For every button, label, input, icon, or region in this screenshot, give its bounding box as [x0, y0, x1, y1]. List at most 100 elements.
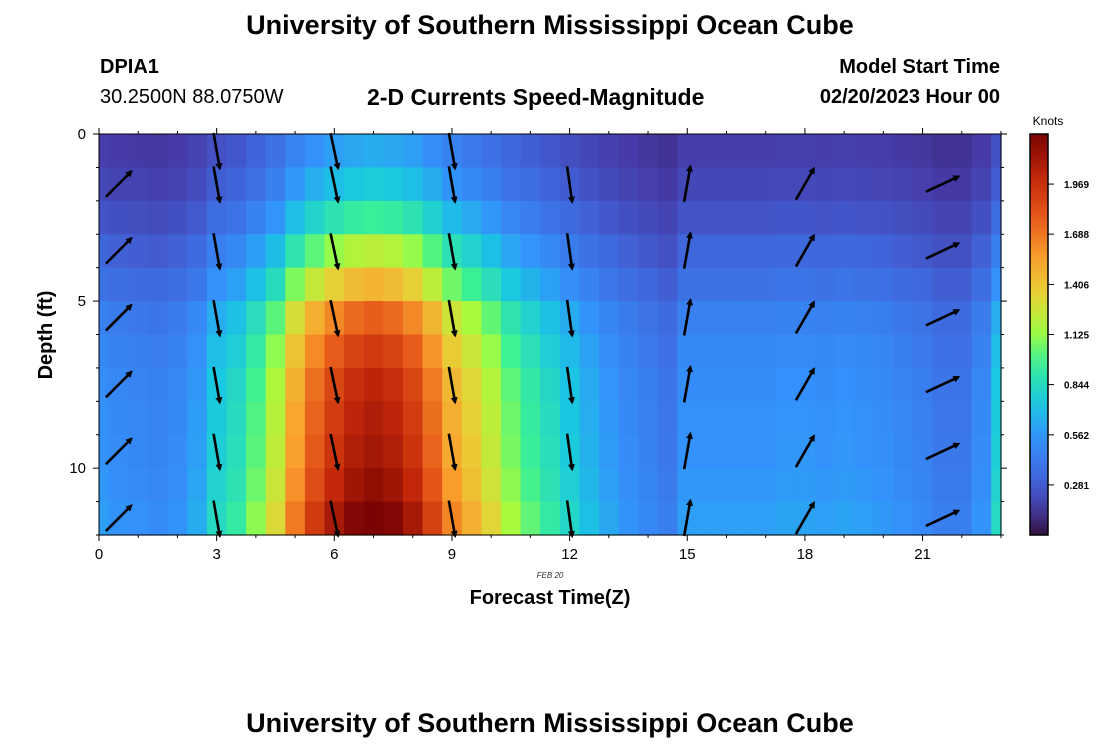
heatmap-cell — [893, 267, 914, 302]
page-title: University of Southern Mississippi Ocean… — [246, 10, 854, 40]
heatmap-cell — [716, 200, 737, 235]
current-arrow — [447, 166, 458, 204]
heatmap-cell — [991, 200, 1002, 235]
heatmap-cell — [657, 367, 679, 402]
heatmap-cell — [893, 301, 914, 336]
heatmap-cell — [697, 334, 718, 369]
heatmap-cell — [775, 234, 796, 269]
heatmap-cell — [540, 367, 561, 402]
current-arrow — [682, 364, 693, 403]
heatmap-cell — [108, 267, 130, 302]
heatmap-cell — [402, 267, 424, 302]
heatmap-cell — [108, 401, 130, 436]
current-arrow — [212, 433, 223, 472]
heatmap-cell — [971, 367, 992, 402]
heatmap-cell — [402, 367, 424, 402]
heatmap-cell — [481, 267, 502, 302]
heatmap-cell — [128, 434, 149, 469]
heatmap-cell — [363, 468, 384, 503]
heatmap-cell — [363, 167, 384, 202]
heatmap-cell — [775, 267, 796, 302]
heatmap-cell — [167, 401, 188, 436]
heatmap-cell — [834, 200, 855, 235]
heatmap-cell — [363, 434, 384, 469]
current-arrow — [329, 132, 341, 171]
heatmap-cell — [775, 334, 796, 369]
heatmap-cell — [304, 234, 326, 269]
heatmap-cell — [638, 401, 659, 436]
heatmap-cell — [363, 501, 384, 536]
heatmap-cell — [383, 367, 404, 402]
colorbar-scale — [1029, 133, 1049, 536]
heatmap-cell — [285, 334, 306, 369]
x-axis: 0 3 6 9 12 15 18 21 — [95, 128, 1002, 563]
heatmap-cell — [618, 267, 639, 302]
y-tick-label: 0 — [78, 126, 86, 143]
heatmap-cell — [912, 167, 933, 202]
heatmap-cell — [520, 367, 541, 402]
current-arrow — [104, 370, 133, 399]
current-arrow — [212, 166, 223, 204]
heatmap-cell — [167, 301, 188, 336]
heatmap-cell — [912, 200, 933, 235]
heatmap-cell — [873, 501, 894, 536]
current-arrow — [925, 242, 961, 260]
heatmap-cell — [579, 200, 600, 235]
heatmap-cell — [618, 334, 639, 369]
current-arrow — [329, 233, 341, 271]
heatmap-cell — [755, 367, 777, 402]
heatmap-cell — [128, 501, 149, 536]
current-arrow — [447, 366, 458, 405]
heatmap-cell — [932, 468, 953, 503]
heatmap-cell — [265, 367, 286, 402]
station-coordinates: 30.2500N 88.0750W — [100, 86, 284, 108]
heatmap-cell — [148, 267, 169, 302]
heatmap-cell — [912, 134, 933, 169]
heatmap-cell — [285, 200, 306, 235]
heatmap-cell — [540, 334, 561, 369]
heatmap-cell — [599, 200, 620, 235]
heatmap-cell — [422, 167, 443, 202]
heatmap-cell — [755, 267, 777, 302]
heatmap-cell — [128, 468, 149, 503]
heatmap-cell — [893, 367, 914, 402]
heatmap-cell — [520, 167, 541, 202]
heatmap-cell — [226, 200, 247, 235]
heatmap-cell — [520, 501, 541, 536]
heatmap-cell — [912, 468, 933, 503]
heatmap-cell — [814, 134, 835, 169]
heatmap-cell — [834, 501, 855, 536]
heatmap-cell — [422, 367, 443, 402]
heatmap-cell — [736, 501, 757, 536]
heatmap-cell — [344, 501, 365, 536]
heatmap-cell — [951, 501, 973, 536]
heatmap-cell — [285, 301, 306, 336]
heatmap-cell — [677, 401, 698, 436]
heatmap-cell — [951, 468, 973, 503]
heatmap-cell — [697, 367, 718, 402]
x-tick-label: 12 — [561, 546, 578, 563]
current-arrow — [212, 299, 223, 338]
heatmap-cell — [814, 334, 835, 369]
heatmap-cell — [991, 234, 1002, 269]
heatmap-cell — [775, 301, 796, 336]
heatmap-cell — [383, 267, 404, 302]
heatmap-cell — [324, 267, 345, 302]
heatmap-cell — [304, 434, 326, 469]
heatmap-cell — [520, 401, 541, 436]
heatmap-cell — [599, 367, 620, 402]
heatmap-cell — [991, 367, 1002, 402]
heatmap-cell — [716, 501, 737, 536]
heatmap-cell — [814, 501, 835, 536]
heatmap-cell — [853, 401, 875, 436]
x-axis-label: Forecast Time(Z) — [470, 587, 631, 609]
current-arrow — [925, 309, 961, 327]
heatmap-cell — [304, 468, 326, 503]
footer-title: University of Southern Mississippi Ocean… — [246, 708, 854, 738]
heatmap-cell — [383, 501, 404, 536]
heatmap-cell — [932, 134, 953, 169]
heatmap-cell — [618, 501, 639, 536]
current-arrow — [794, 300, 816, 335]
heatmap-cell — [187, 167, 208, 202]
heatmap-cell — [638, 234, 659, 269]
